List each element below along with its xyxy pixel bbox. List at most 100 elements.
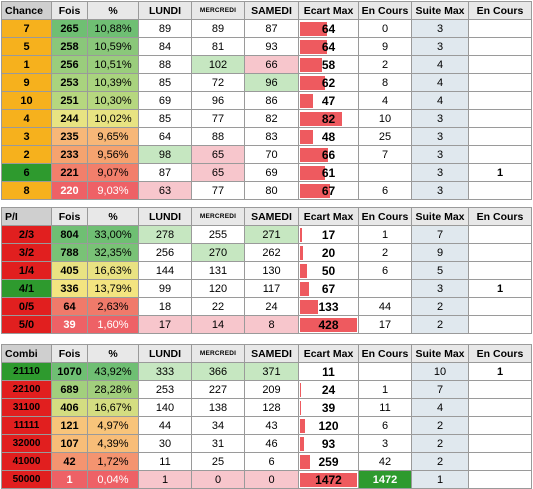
suite-max-cell: 4 [411,55,469,74]
ecart-bar [300,317,357,332]
samedi-cell: 86 [244,91,299,110]
table-row: 32000 107 4,39% 30 31 46 93 3 2 [1,434,532,453]
row-label: 4 [1,109,52,128]
ecart-bar [300,147,329,162]
col-header-fois: Fois [51,1,88,20]
ecart-bar [300,436,304,451]
table-row: 10 251 10,30% 69 96 86 47 4 4 [1,91,532,110]
row-label: 2/3 [1,225,52,244]
ecart-max-value: 82 [321,111,336,126]
en-cours-cell: 7 [358,145,412,164]
table-row: 1/4 405 16,63% 144 131 130 50 6 5 [1,261,532,280]
ecart-bar [300,75,325,90]
ecart-max-cell: 1472 [298,470,359,489]
en-cours-2-cell [468,145,532,164]
table-row: 4 244 10,02% 85 77 82 82 10 3 [1,109,532,128]
en-cours-2-cell: 1 [468,362,532,381]
ecart-max-value: 62 [321,75,336,90]
suite-max-cell: 9 [411,243,469,262]
samedi-cell: 271 [244,225,299,244]
pct-cell: 9,03% [87,181,139,200]
ecart-bar [300,245,303,260]
pct-cell: 33,00% [87,225,139,244]
ecart-max-value: 66 [321,147,336,162]
mercredi-cell: 270 [191,243,245,262]
lundi-cell: 85 [138,73,192,92]
fois-cell: 244 [51,109,88,128]
col-header-samedi: SAMEDI [244,207,299,226]
ecart-max-cell: 50 [298,261,359,280]
pct-cell: 4,97% [87,416,139,435]
en-cours-2-cell [468,127,532,146]
fois-cell: 405 [51,261,88,280]
suite-max-cell: 2 [411,452,469,471]
pct-cell: 10,88% [87,19,139,38]
col-header-en-cours-2: En Cours [468,344,532,363]
ecart-max-cell: 67 [298,279,359,298]
en-cours-cell: 8 [358,73,412,92]
ecart-max-cell: 17 [298,225,359,244]
samedi-cell: 87 [244,19,299,38]
table-row: 5 258 10,59% 84 81 93 64 9 3 [1,37,532,56]
ecart-max-cell: 58 [298,55,359,74]
row-label: 5/0 [1,315,52,334]
en-cours-2-cell [468,398,532,417]
ecart-max-value: 64 [321,21,336,36]
mercredi-cell: 138 [191,398,245,417]
col-header-pct: % [87,344,139,363]
ecart-bar [300,281,310,296]
table-row: 8 220 9,03% 63 77 80 67 6 3 [1,181,532,200]
en-cours-2-cell [468,91,532,110]
mercredi-cell: 255 [191,225,245,244]
pct-cell: 10,51% [87,55,139,74]
en-cours-cell [358,362,412,381]
en-cours-cell: 0 [358,19,412,38]
lundi-cell: 256 [138,243,192,262]
en-cours-2-cell [468,380,532,399]
en-cours-cell: 6 [358,261,412,280]
pct-cell: 0,04% [87,470,139,489]
ecart-max-value: 61 [321,165,336,180]
lundi-cell: 144 [138,261,192,280]
col-header-suite-max: Suite Max [411,207,469,226]
col-header-pct: % [87,1,139,20]
row-label: 3 [1,127,52,146]
ecart-max-value: 259 [318,454,339,469]
fois-cell: 788 [51,243,88,262]
col-header-suite-max: Suite Max [411,1,469,20]
col-header-label: P/I [1,207,52,226]
row-label: 11111 [1,416,52,435]
ecart-max-value: 48 [321,129,336,144]
lundi-cell: 253 [138,380,192,399]
col-header-en-cours: En Cours [358,344,412,363]
lundi-cell: 11 [138,452,192,471]
suite-max-cell: 3 [411,109,469,128]
pct-cell: 2,63% [87,297,139,316]
fois-cell: 256 [51,55,88,74]
ecart-max-value: 1472 [315,472,342,487]
pct-cell: 16,63% [87,261,139,280]
col-header-samedi: SAMEDI [244,344,299,363]
lundi-cell: 44 [138,416,192,435]
ecart-bar [300,93,313,108]
lundi-cell: 87 [138,163,192,182]
fois-cell: 258 [51,37,88,56]
samedi-cell: 70 [244,145,299,164]
mercredi-cell: 22 [191,297,245,316]
ecart-max-cell: 20 [298,243,359,262]
col-header-mercredi: MERCREDI [191,344,245,363]
ecart-max-value: 24 [321,382,336,397]
suite-max-cell: 2 [411,416,469,435]
samedi-cell: 46 [244,434,299,453]
ecart-max-value: 11 [322,364,335,379]
fois-cell: 251 [51,91,88,110]
mercredi-cell: 77 [191,109,245,128]
mercredi-cell: 88 [191,127,245,146]
suite-max-cell: 1 [411,470,469,489]
ecart-max-cell: 11 [298,362,359,381]
en-cours-cell [358,163,412,182]
suite-max-cell: 4 [411,91,469,110]
col-header-suite-max: Suite Max [411,344,469,363]
en-cours-cell: 1472 [358,470,412,489]
mercredi-cell: 102 [191,55,245,74]
